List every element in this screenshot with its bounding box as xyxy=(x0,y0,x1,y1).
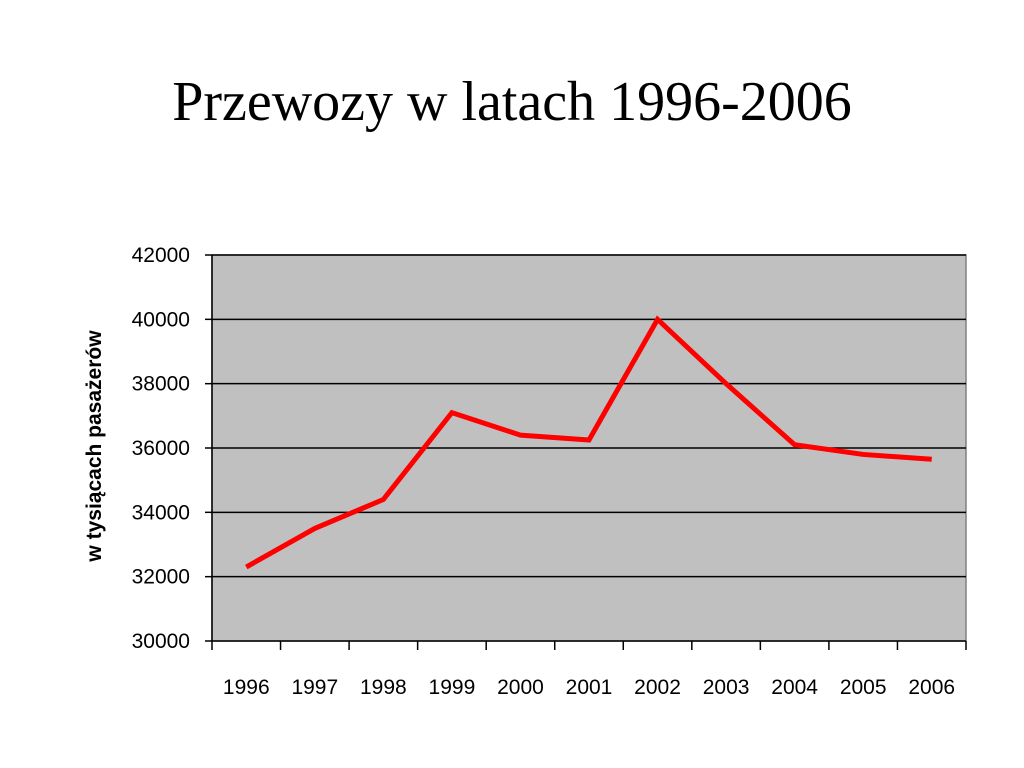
x-tick-label-1997: 1997 xyxy=(291,676,338,699)
x-tick-label-1996: 1996 xyxy=(223,676,270,699)
x-tick-label-2000: 2000 xyxy=(497,676,544,699)
y-axis-title: w tysiącach pasażerów xyxy=(83,330,106,563)
y-tick-label-32000: 32000 xyxy=(132,566,190,589)
x-tick-label-1999: 1999 xyxy=(429,676,476,699)
page-title: Przewozy w latach 1996-2006 xyxy=(172,71,852,133)
x-tick-label-1998: 1998 xyxy=(360,676,407,699)
x-tick-label-2006: 2006 xyxy=(908,676,955,699)
x-tick-label-2005: 2005 xyxy=(840,676,887,699)
y-tick-label-36000: 36000 xyxy=(132,437,190,460)
x-tick-label-2004: 2004 xyxy=(771,676,818,699)
y-tick-label-40000: 40000 xyxy=(132,308,190,331)
x-tick-label-2003: 2003 xyxy=(703,676,750,699)
y-tick-label-34000: 34000 xyxy=(132,501,190,524)
y-tick-label-38000: 38000 xyxy=(132,373,190,396)
x-tick-label-2001: 2001 xyxy=(566,676,613,699)
y-tick-label-42000: 42000 xyxy=(132,244,190,267)
x-tick-label-2002: 2002 xyxy=(634,676,681,699)
y-tick-label-30000: 30000 xyxy=(132,630,190,653)
